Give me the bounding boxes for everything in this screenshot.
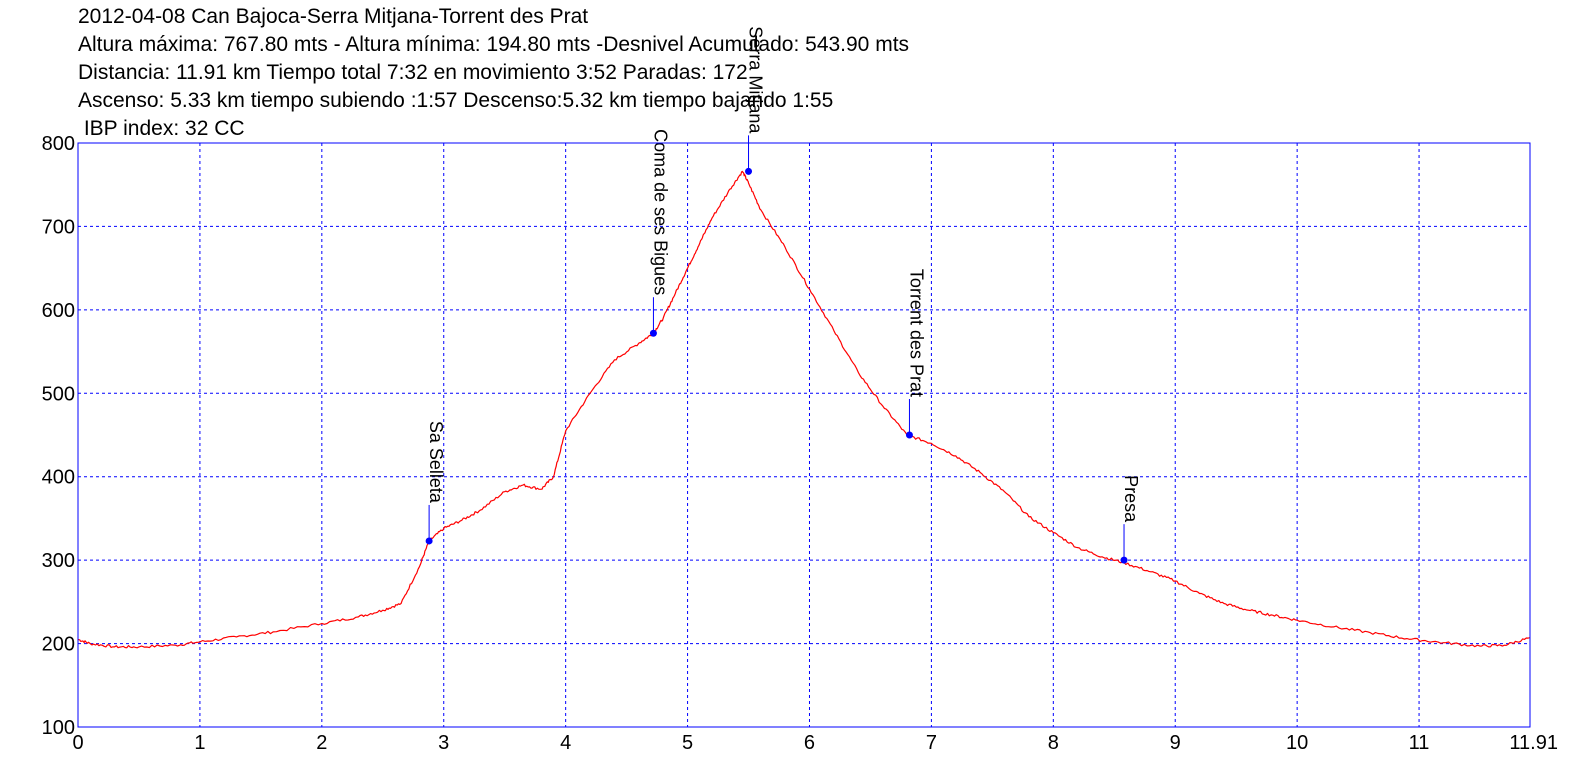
waypoint-dot — [1120, 556, 1128, 564]
y-tick-label-700: 700 — [42, 216, 75, 238]
y-tick-label-300: 300 — [42, 550, 75, 572]
waypoint-label: Serra Mitjana — [746, 26, 766, 134]
x-tick-label-9: 9 — [1170, 732, 1181, 754]
waypoint-dot — [905, 431, 913, 439]
waypoint-label: Sa Selleta — [426, 421, 446, 504]
header-distance-line: Distancia: 11.91 km Tiempo total 7:32 en… — [78, 61, 748, 84]
y-tick-label-600: 600 — [42, 300, 75, 322]
x-tick-label-7: 7 — [926, 732, 937, 754]
x-tick-label-1: 1 — [194, 732, 205, 754]
y-tick-label-400: 400 — [42, 467, 75, 489]
waypoint-label: Torrent des Prat — [906, 269, 926, 397]
plot-frame — [77, 142, 1531, 728]
waypoint-dot — [425, 537, 433, 545]
x-tick-label-3: 3 — [438, 732, 449, 754]
waypoint-sa-selleta: Sa Selleta — [425, 421, 446, 545]
x-tick-label-5: 5 — [682, 732, 693, 754]
header-title: 2012-04-08 Can Bajoca-Serra Mitjana-Torr… — [78, 5, 588, 28]
x-tick-label-11.91: 11.91 — [1509, 732, 1558, 754]
waypoint-label: Presa — [1121, 475, 1141, 523]
header-altitude-line: Altura máxima: 767.80 mts - Altura mínim… — [78, 33, 909, 56]
x-tick-label-4: 4 — [560, 732, 571, 754]
x-tick-label-8: 8 — [1048, 732, 1059, 754]
chart-grid — [78, 143, 1530, 727]
elevation-line — [77, 170, 1531, 649]
waypoint-dot — [649, 329, 657, 337]
chart-header: 2012-04-08 Can Bajoca-Serra Mitjana-Torr… — [78, 5, 909, 140]
y-tick-label-100: 100 — [42, 717, 75, 739]
waypoint-markers: Sa Selleta Coma de ses Bigues Serra Mitjan… — [425, 26, 1141, 564]
x-tick-label-11: 11 — [1409, 732, 1430, 754]
y-axis-ticks: 100 200 300 400 500 600 700 800 — [42, 133, 75, 739]
waypoint-label: Coma de ses Bigues — [650, 129, 670, 295]
waypoint-torrent-des-prat: Torrent des Prat — [905, 269, 926, 439]
x-axis-ticks: 0 1 2 3 4 5 6 7 8 9 10 11 11.91 — [72, 732, 1558, 754]
x-tick-label-2: 2 — [316, 732, 327, 754]
header-ibp-line: IBP index: 32 CC — [78, 117, 245, 140]
y-tick-label-200: 200 — [42, 634, 75, 656]
waypoint-dot — [745, 167, 753, 175]
y-tick-label-800: 800 — [42, 133, 75, 155]
waypoint-presa: Presa — [1120, 475, 1141, 564]
header-ascent-line: Ascenso: 5.33 km tiempo subiendo :1:57 D… — [78, 89, 833, 112]
x-tick-label-10: 10 — [1286, 732, 1308, 754]
elevation-series — [77, 170, 1531, 649]
waypoint-coma-de-ses-bigues: Coma de ses Bigues — [649, 129, 670, 337]
waypoint-serra-mitjana: Serra Mitjana — [745, 26, 766, 175]
y-tick-label-500: 500 — [42, 383, 75, 405]
x-tick-label-6: 6 — [804, 732, 815, 754]
x-tick-label-0: 0 — [72, 732, 83, 754]
